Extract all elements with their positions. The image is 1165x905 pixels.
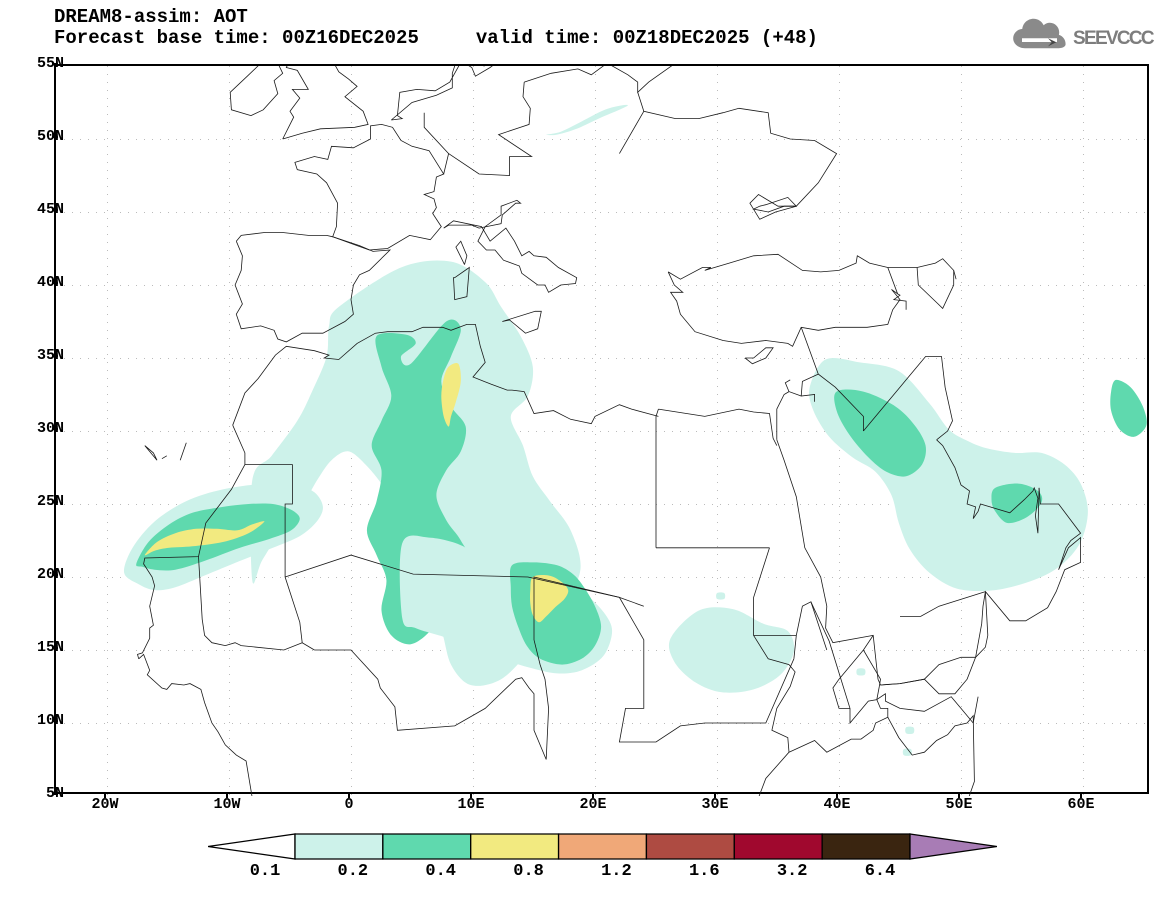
- svg-text:SEEVCCC: SEEVCCC: [1073, 28, 1155, 49]
